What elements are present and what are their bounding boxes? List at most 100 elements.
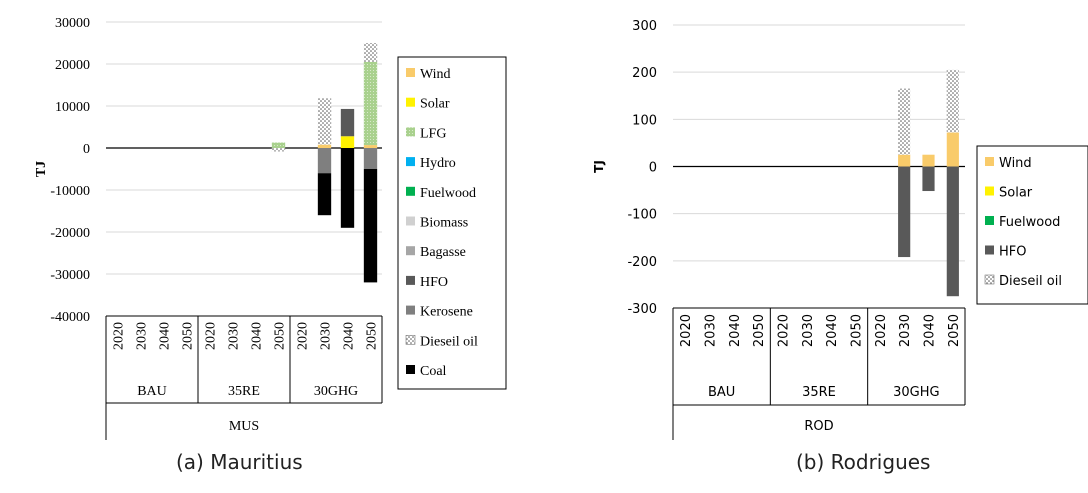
rod-legend-entry: Solar (999, 186, 1033, 201)
mus-scenario-label: 35RE (228, 384, 260, 399)
mus-bar-wind (363, 145, 378, 148)
rod-scenario-label: 35RE (802, 385, 836, 400)
rod-year-tick-label: 2050 (752, 314, 767, 347)
rod-legend-swatch (984, 274, 995, 285)
mus-bar-lfg (271, 142, 286, 148)
mus-year-tick-label: 2040 (250, 322, 265, 350)
rod-y-tick-label: -200 (627, 255, 657, 270)
rod-year-tick-label: 2040 (825, 314, 840, 347)
mus-legend-entry: Fuelwood (420, 186, 476, 201)
mus-scenario-label: BAU (137, 384, 167, 399)
mus-y-tick-label: -20000 (50, 226, 90, 241)
mus-legend-entry: Coal (420, 364, 447, 379)
rod-legend-swatch (985, 157, 994, 166)
mus-bar-coal (363, 169, 378, 283)
mus-y-tick-label: 0 (83, 142, 90, 157)
mus-year-tick-label: 2020 (204, 322, 219, 350)
rod-y-tick-label: 0 (649, 161, 657, 176)
mus-year-tick-label: 2040 (158, 322, 173, 350)
caption-b: (b) Rodrigues (796, 450, 931, 474)
mus-legend-entry: Kerosene (420, 305, 473, 320)
mus-y-tick-label: 20000 (55, 58, 90, 73)
rod-legend-swatch (985, 216, 994, 225)
mus-legend (397, 56, 507, 390)
mus-legend-swatch (406, 246, 415, 256)
mus-legend-swatch (406, 216, 415, 226)
mus-legend-entry: Bagasse (420, 245, 466, 260)
mus-bar-wind (317, 144, 332, 148)
mus-region-label: MUS (229, 419, 259, 434)
mus-legend-swatch (406, 97, 415, 107)
mus-year-tick-label: 2050 (273, 322, 288, 350)
mus-year-tick-label: 2020 (112, 322, 127, 350)
mus-year-tick-label: 2050 (181, 322, 196, 350)
rod-bar-hfo (922, 166, 935, 192)
mus-bar-kerosene (363, 148, 378, 169)
rod-bar-wind (922, 154, 935, 167)
rod-year-tick-label: 2030 (898, 314, 913, 347)
mus-scenario-label: 30GHG (314, 384, 358, 399)
mus-bar-coal (340, 148, 355, 228)
rod-bar-dieseil-oil (946, 69, 959, 133)
mus-year-tick-label: 2040 (342, 322, 357, 350)
mus-y-axis-label: TJ (34, 161, 49, 177)
rod-year-tick-label: 2030 (801, 314, 816, 347)
mus-legend-swatch (406, 68, 415, 77)
rod-year-tick-label: 2020 (679, 314, 694, 347)
rod-year-tick-label: 2020 (777, 314, 792, 347)
rod-bar-hfo (946, 166, 959, 297)
mus-legend-entry: Solar (420, 97, 450, 112)
rod-bar-hfo (898, 166, 911, 258)
rod-legend-entry: HFO (999, 245, 1027, 260)
mus-bar-lfg (363, 61, 378, 146)
rod-y-tick-label: -100 (627, 208, 657, 223)
mus-legend-entry: Biomass (420, 216, 468, 231)
mus-bar-dieseil-oil (271, 148, 286, 152)
mus-y-tick-label: 10000 (55, 100, 90, 115)
mus-legend-swatch (406, 157, 415, 167)
mus-y-tick-label: -30000 (50, 268, 90, 283)
rod-year-tick-label: 2020 (874, 314, 889, 347)
mus-bar-dieseil-oil (363, 43, 378, 62)
mus-legend-entry: Dieseil oil (420, 334, 478, 349)
mus-bar-dieseil-oil (317, 98, 332, 145)
rod-bar-dieseil-oil (898, 88, 911, 155)
caption-a: (a) Mauritius (176, 450, 303, 474)
rod-legend-entry: Wind (999, 156, 1032, 171)
mus-legend-entry: LFG (420, 126, 446, 141)
mus-legend-entry: HFO (420, 275, 448, 290)
rod-bar-wind (946, 132, 959, 167)
mus-legend-swatch (405, 334, 416, 345)
mus-legend-entry: Wind (420, 67, 451, 82)
rod-y-axis-label: TJ (592, 160, 606, 173)
mus-y-tick-label: 30000 (55, 16, 90, 31)
rod-y-tick-label: 300 (632, 19, 657, 34)
mus-year-tick-label: 2020 (296, 322, 311, 350)
mus-year-tick-label: 2030 (319, 322, 334, 350)
rod-legend-entry: Fuelwood (999, 215, 1060, 230)
rod-year-tick-label: 2040 (728, 314, 743, 347)
mus-bar-kerosene (317, 148, 332, 174)
rod-year-tick-label: 2030 (704, 314, 719, 347)
mus-legend-swatch (406, 186, 415, 196)
mus-legend-swatch (406, 127, 415, 137)
rod-region-label: ROD (804, 419, 833, 434)
rod-scenario-label: 30GHG (893, 385, 939, 400)
rod-bar-wind (898, 154, 911, 167)
rod-year-tick-label: 2050 (947, 314, 962, 347)
rod-y-tick-label: 200 (632, 66, 657, 81)
rod-legend-swatch (985, 245, 994, 255)
mus-year-tick-label: 2050 (365, 322, 380, 350)
mus-legend-swatch (406, 365, 415, 374)
mus-legend-swatch (406, 305, 415, 315)
mus-year-tick-label: 2030 (227, 322, 242, 350)
rod-y-tick-label: 100 (632, 113, 657, 128)
rod-legend-entry: Dieseil oil (999, 274, 1062, 289)
rod-legend-swatch (985, 186, 994, 196)
mus-bar-hfo (340, 108, 355, 137)
rod-year-tick-label: 2040 (923, 314, 938, 347)
rod-y-tick-label: -300 (627, 302, 657, 317)
mus-legend-entry: Hydro (420, 156, 456, 171)
